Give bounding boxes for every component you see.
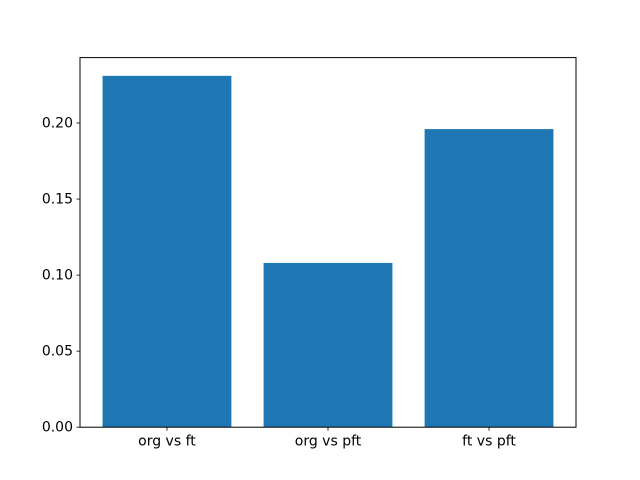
- x-tick-label: org vs ft: [138, 434, 196, 450]
- bar-ft-vs-pft: [424, 129, 554, 428]
- y-tick-label: 0.20: [42, 116, 73, 132]
- bar-org-vs-ft: [102, 75, 232, 428]
- axes-spines: [79, 57, 577, 428]
- x-tick-label: org vs pft: [295, 434, 362, 450]
- x-tick-label: ft vs pft: [462, 434, 516, 450]
- y-tick-label: 0.15: [42, 192, 73, 208]
- y-tick-label: 0.10: [42, 268, 73, 284]
- y-tick-label: 0.05: [42, 344, 73, 360]
- bar-org-vs-pft: [263, 262, 393, 428]
- y-tick-label: 0.00: [42, 420, 73, 436]
